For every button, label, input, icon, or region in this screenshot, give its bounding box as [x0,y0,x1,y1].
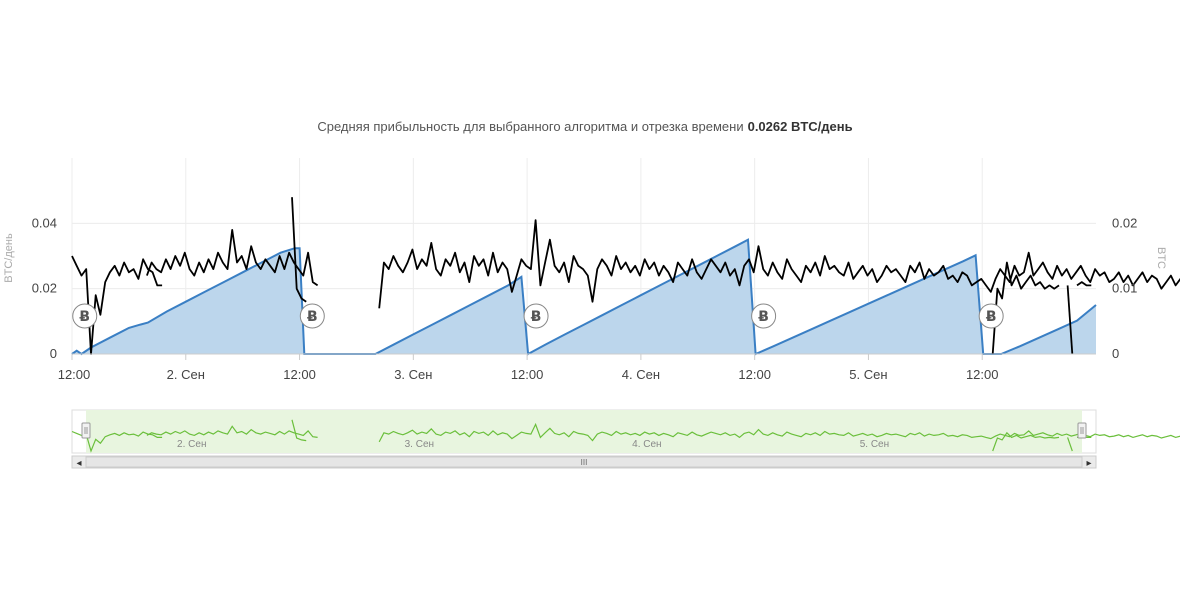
x-tick-label: 3. Сен [394,367,432,382]
profitability-line-segment [291,197,307,303]
payout-marker-circle [299,303,325,329]
navigator-series [1067,437,1073,452]
payout-marker-circle [72,303,98,329]
x-tick-label: 12:00 [511,367,544,382]
payout-marker-circle [978,303,1004,329]
x-tick-label: 12:00 [738,367,771,382]
scroll-right-icon: ▸ [1086,458,1091,469]
x-tick-label: 12:00 [58,367,91,382]
bitcoin-icon: Ƀ [758,309,769,325]
payout-marker-circle [523,303,549,329]
y-left-tick-label: 0.02 [32,281,57,296]
chart-title-value: 0.0262 BTC/день [748,119,853,134]
x-tick-label: 2. Сен [167,367,205,382]
handle-box[interactable] [81,422,91,439]
profitability-line-segment [146,229,319,287]
navigator-label: 4. Сен [632,439,661,450]
navigator-labels: 2. Сен 3. Сен 4. Сен 5. Сен [177,439,889,450]
chart-title: Средняя прибыльность для выбранного алго… [317,119,852,134]
x-tick-label: 12:00 [283,367,316,382]
navigator-selection[interactable] [86,410,1082,453]
bitcoin-icon: Ƀ [307,309,318,325]
y-left-tick-label: 0 [50,346,57,361]
profitability-line-segment [1076,281,1092,287]
navigator[interactable] [71,409,1180,454]
navigator-series [378,422,1180,443]
bitcoin-icon: Ƀ [986,309,997,325]
navigator-series [291,419,307,442]
scrollbar[interactable]: III ◂ ▸ [71,455,1097,469]
x-tick-label: 5. Сен [849,367,887,382]
chart-title-text: Средняя прибыльность для выбранного алго… [317,119,743,134]
profitability-line-segment [71,255,163,355]
bitcoin-icon: Ƀ [531,309,542,325]
payout-marker[interactable]: Ƀ [299,303,325,329]
x-tick-label: 4. Сен [622,367,660,382]
y-right-tick-label: 0.02 [1112,215,1137,230]
payout-marker[interactable]: Ƀ [523,303,549,329]
payout-marker[interactable]: Ƀ [72,303,98,329]
navigator-label: 2. Сен [177,439,206,450]
y-right-tick-label: 0.01 [1112,281,1137,296]
payout-marker[interactable]: Ƀ [751,303,777,329]
navigator-series [146,425,318,438]
scrollbar-grip-icon: III [581,458,588,467]
y-axis-left-title: BTC/день [3,233,15,283]
profitability-line-series [71,197,1180,355]
profitability-line-segment [378,219,1180,309]
scroll-left-icon: ◂ [76,458,81,469]
navigator-label: 3. Сен [405,439,434,450]
navigator-handle-right[interactable] [1077,422,1087,439]
scroll-left-button[interactable] [71,455,87,469]
navigator-handle-left[interactable] [81,422,91,439]
payout-marker[interactable]: Ƀ [978,303,1004,329]
profitability-line-segment [991,261,1060,355]
navigator-series [992,431,1060,452]
handle-box[interactable] [1077,422,1087,439]
scroll-right-button[interactable] [1081,455,1097,469]
balance-area-fill [72,239,1096,354]
y-axis-left-ticks: 0 0.02 0.04 [32,215,57,361]
y-right-tick-label: 0 [1112,346,1119,361]
y-left-tick-label: 0.04 [32,215,57,230]
profitability-line-segment [1066,285,1074,355]
bitcoin-icon: Ƀ [79,309,90,325]
y-axis-right-title: BTC [1155,247,1167,269]
x-axis-ticks: 12:00 2. Сен 12:00 3. Сен 12:00 4. Сен 12:00 5.… [58,353,1096,382]
y-axis-right-ticks: 0 0.01 0.02 [1112,215,1137,361]
payout-marker-circle [751,303,777,329]
x-tick-label: 12:00 [966,367,999,382]
navigator-label: 5. Сен [860,439,889,450]
